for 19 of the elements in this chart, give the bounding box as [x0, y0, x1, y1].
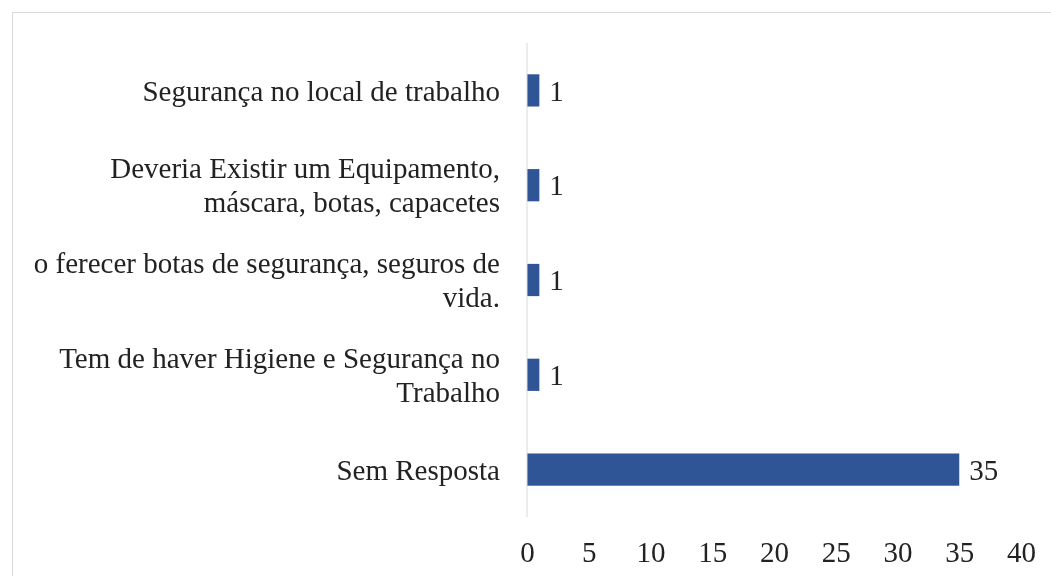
data-label: 1 — [549, 169, 564, 202]
x-tick-label: 0 — [520, 535, 535, 568]
x-tick-label: 35 — [945, 535, 975, 568]
x-tick-label: 15 — [698, 535, 728, 568]
data-label: 1 — [549, 74, 564, 107]
x-tick-label: 20 — [760, 535, 789, 568]
x-tick-label: 40 — [1007, 535, 1036, 568]
x-tick-label: 25 — [821, 535, 851, 568]
data-label: 1 — [549, 358, 564, 391]
data-label: 35 — [969, 453, 999, 486]
y-tick-label: Tem de haver Higiene e Segurança no Trabalho — [59, 341, 500, 408]
x-tick-label: 5 — [582, 535, 597, 568]
y-tick-label: Sem Resposta — [336, 453, 501, 486]
y-tick-label: Segurança no local de trabalho — [142, 74, 500, 107]
x-tick-label: 10 — [636, 535, 666, 568]
data-label: 1 — [549, 264, 564, 297]
x-tick-label: 30 — [883, 535, 913, 568]
y-tick-label: o ferecer botas de segurança, seguros de vida. — [33, 247, 500, 314]
y-tick-label: Deveria Existir um Equipamento, máscara, botas, capacetes — [110, 152, 500, 219]
